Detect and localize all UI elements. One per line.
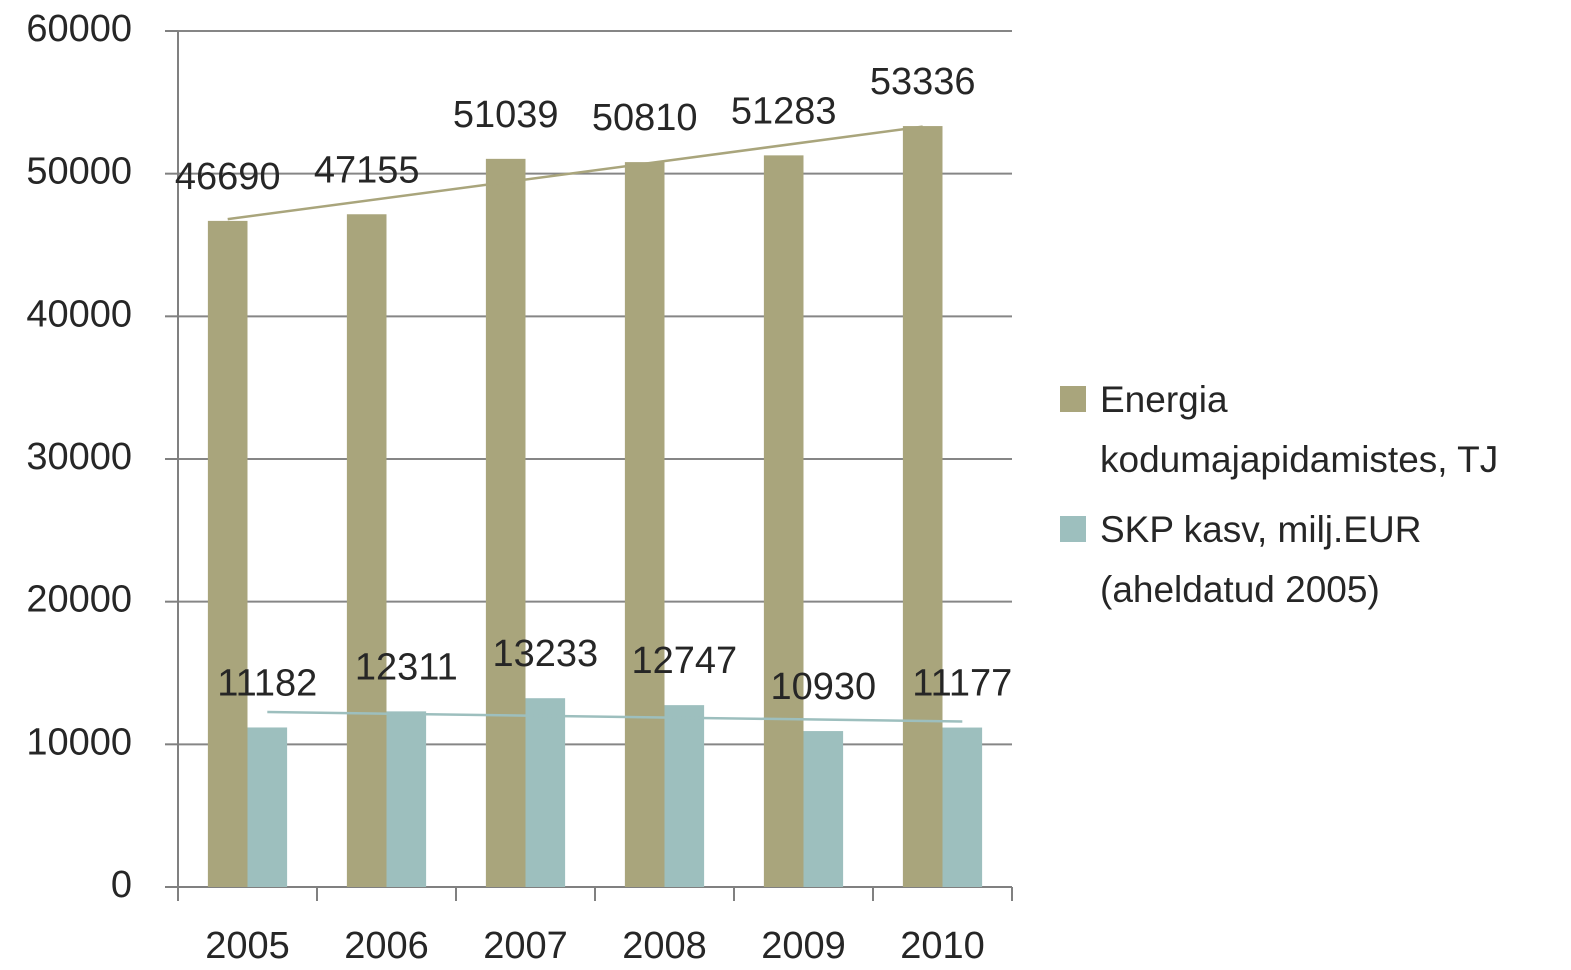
data-label: 46690 [175, 156, 281, 198]
data-label: 12747 [631, 640, 737, 682]
x-tick-label: 2006 [344, 925, 429, 967]
x-tick-label: 2009 [761, 925, 846, 967]
data-label: 11177 [912, 663, 1012, 705]
trendline [227, 125, 923, 221]
x-tick-label: 2008 [622, 925, 707, 967]
y-tick-label: 20000 [26, 579, 132, 621]
legend-label: Energia kodumajapidamistes, TJ [1100, 379, 1499, 480]
data-label: 11182 [217, 663, 317, 705]
y-tick-label: 0 [111, 864, 132, 906]
bar [386, 711, 427, 887]
data-label: 53336 [870, 61, 976, 103]
bar [485, 158, 526, 887]
data-label: 51039 [453, 94, 559, 136]
data-label: 47155 [314, 149, 420, 191]
trendline [267, 710, 963, 723]
legend-entry: Energia kodumajapidamistes, TJ [1060, 370, 1565, 490]
y-tick-label: 60000 [26, 8, 132, 50]
legend-label: SKP kasv, milj.EUR (aheldatud 2005) [1100, 509, 1422, 610]
data-label: 12311 [355, 646, 458, 688]
bar [247, 727, 288, 887]
bar [525, 698, 566, 887]
bar [624, 162, 665, 888]
data-label: 13233 [492, 633, 598, 675]
bar [207, 220, 248, 887]
y-tick-label: 10000 [26, 721, 132, 763]
legend: Energia kodumajapidamistes, TJ SKP kasv, … [1060, 370, 1565, 630]
bar [942, 727, 983, 887]
y-tick-label: 30000 [26, 436, 132, 478]
data-label: 51283 [731, 90, 837, 132]
bar [763, 155, 804, 887]
y-tick-label: 40000 [26, 293, 132, 335]
x-tick-label: 2010 [900, 925, 985, 967]
data-label: 50810 [592, 97, 698, 139]
legend-swatch [1060, 516, 1086, 542]
y-tick-label: 50000 [26, 151, 132, 193]
data-label: 10930 [770, 666, 876, 708]
bar [902, 126, 943, 888]
bar [346, 214, 387, 887]
legend-swatch [1060, 386, 1086, 412]
bar [803, 731, 844, 887]
legend-entry: SKP kasv, milj.EUR (aheldatud 2005) [1060, 500, 1565, 620]
bar [664, 705, 705, 887]
x-tick-label: 2007 [483, 925, 568, 967]
x-tick-label: 2005 [205, 925, 290, 967]
